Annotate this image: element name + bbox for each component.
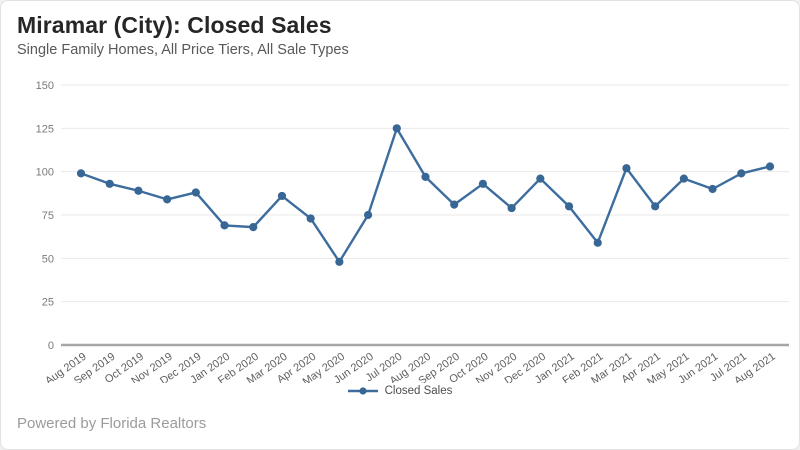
data-point[interactable] xyxy=(708,184,717,194)
data-point[interactable] xyxy=(679,174,688,183)
data-point[interactable] xyxy=(564,202,574,211)
data-point[interactable] xyxy=(134,186,143,195)
data-point[interactable] xyxy=(737,169,746,178)
legend-item-closed-sales[interactable]: Closed Sales xyxy=(347,385,453,397)
data-point[interactable] xyxy=(335,257,344,266)
series-markers xyxy=(76,124,775,266)
data-point[interactable] xyxy=(421,172,430,181)
y-tick-label: 0 xyxy=(48,340,54,352)
data-point[interactable] xyxy=(363,210,373,220)
data-point[interactable] xyxy=(765,162,775,171)
page-title: Miramar (City): Closed Sales xyxy=(17,12,332,38)
y-tick-label: 75 xyxy=(42,210,54,222)
page-subtitle: Single Family Homes, All Price Tiers, Al… xyxy=(17,42,349,58)
data-point[interactable] xyxy=(105,179,114,188)
data-point[interactable] xyxy=(651,202,660,211)
data-point[interactable] xyxy=(478,179,488,188)
data-point[interactable] xyxy=(593,238,602,247)
data-point[interactable] xyxy=(507,203,516,213)
data-point[interactable] xyxy=(249,223,258,232)
gridlines xyxy=(61,84,789,347)
data-point[interactable] xyxy=(76,169,86,178)
data-point[interactable] xyxy=(622,164,631,173)
y-tick-label: 50 xyxy=(42,253,54,265)
legend-label: Closed Sales xyxy=(384,385,453,397)
data-point[interactable] xyxy=(392,124,401,133)
y-tick-label: 125 xyxy=(36,123,54,135)
data-point[interactable] xyxy=(277,191,287,201)
y-axis-tick-labels: 0 25 50 75 100 125 150 xyxy=(36,80,54,352)
y-tick-label: 100 xyxy=(36,167,54,179)
data-point[interactable] xyxy=(306,214,315,223)
data-point[interactable] xyxy=(536,174,545,183)
data-point[interactable] xyxy=(163,195,172,204)
data-point[interactable] xyxy=(450,200,459,209)
chart-header: Miramar (City): Closed Sales Single Fami… xyxy=(17,12,349,58)
series-line-closed-sales xyxy=(79,127,772,264)
legend: Closed Sales xyxy=(1,385,799,397)
data-point[interactable] xyxy=(220,221,229,230)
legend-line-marker-icon xyxy=(347,387,378,395)
data-point[interactable] xyxy=(191,188,200,197)
y-tick-label: 25 xyxy=(42,297,54,309)
powered-by-attribution: Powered by Florida Realtors xyxy=(17,415,207,432)
y-tick-label: 150 xyxy=(36,80,54,92)
